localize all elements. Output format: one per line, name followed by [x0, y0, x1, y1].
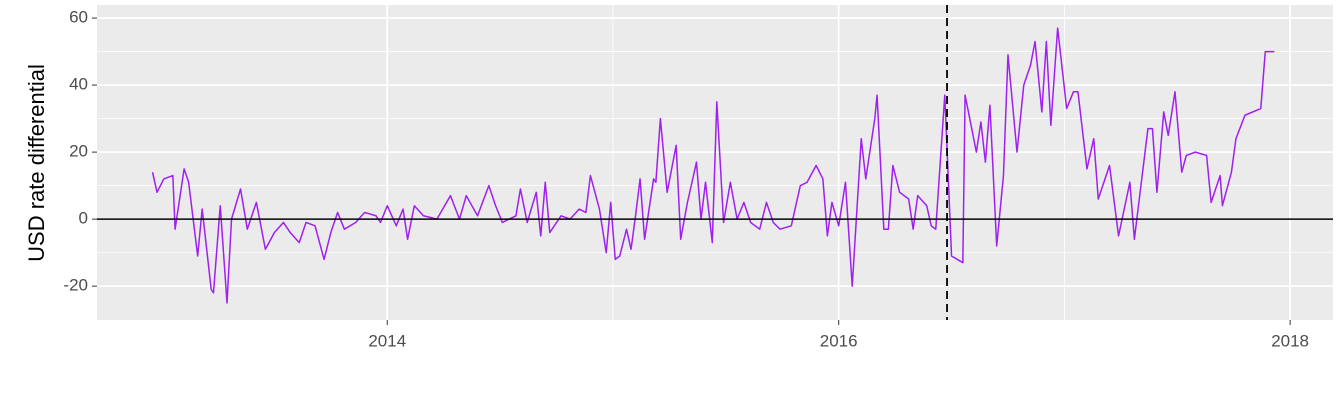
y-tick-label: 40 [69, 75, 88, 94]
y-tick-label: -20 [63, 276, 88, 295]
x-tick-label: 2014 [368, 331, 406, 350]
series-line [151, 27, 1275, 304]
x-tick-label: 2018 [1271, 331, 1309, 350]
x-tick-label: 2016 [820, 331, 858, 350]
y-tick-label: 0 [79, 209, 88, 228]
y-tick-label: 60 [69, 8, 88, 27]
y-axis-title: USD rate differential [24, 64, 49, 262]
y-tick-label: 20 [69, 142, 88, 161]
